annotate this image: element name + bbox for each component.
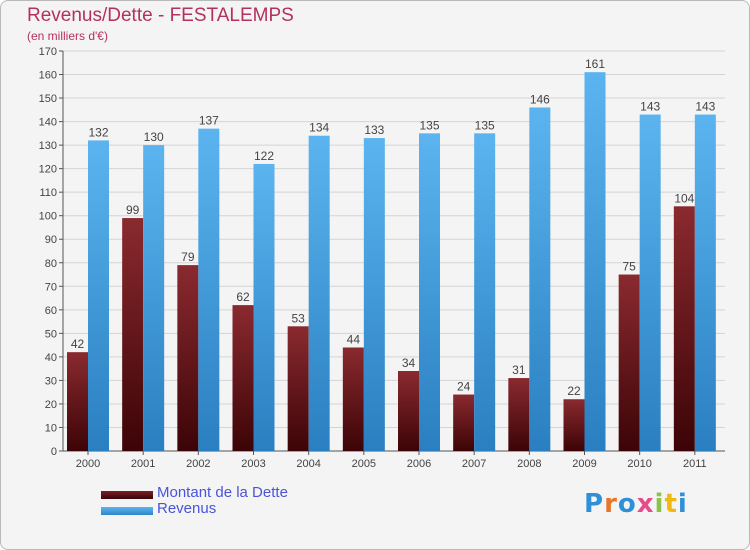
- data-label-debt: 24: [457, 380, 471, 394]
- x-tick-label: 2006: [407, 458, 431, 470]
- data-label-debt: 62: [236, 290, 250, 304]
- logo-letter: t: [664, 489, 678, 519]
- data-label-debt: 44: [347, 332, 361, 346]
- x-tick-label: 2000: [76, 458, 100, 470]
- bar-debt: [563, 399, 585, 451]
- x-tick-label: 2011: [683, 458, 707, 470]
- y-tick-label: 10: [45, 422, 57, 434]
- data-label-debt: 22: [567, 384, 581, 398]
- logo-letter: i: [677, 489, 688, 519]
- y-tick-label: 160: [39, 70, 57, 82]
- data-label-debt: 104: [674, 191, 694, 205]
- bar-revenue: [694, 114, 716, 451]
- chart-subtitle: (en milliers d'€): [27, 29, 108, 43]
- data-label-debt: 53: [291, 311, 305, 325]
- y-tick-label: 70: [45, 281, 57, 293]
- y-tick-label: 60: [45, 305, 57, 317]
- bar-revenue: [474, 133, 496, 451]
- y-tick-label: 110: [39, 187, 57, 199]
- data-label-debt: 79: [181, 250, 195, 264]
- y-tick-label: 50: [45, 328, 57, 340]
- legend-label-debt: Montant de la Dette: [157, 484, 288, 501]
- x-tick-label: 2008: [517, 458, 541, 470]
- y-tick-label: 150: [39, 93, 57, 105]
- logo-letter: P: [584, 489, 605, 519]
- y-tick-label: 130: [39, 140, 57, 152]
- bar-debt: [398, 371, 419, 451]
- bar-debt: [122, 218, 144, 451]
- bar-debt: [453, 394, 475, 451]
- y-tick-label: 140: [39, 117, 57, 129]
- data-label-debt: 34: [402, 356, 416, 370]
- logo-letter: x: [636, 489, 655, 519]
- plot-area: [63, 51, 725, 451]
- legend-swatch-revenue: [101, 507, 153, 515]
- data-label-revenue: 134: [309, 121, 329, 135]
- bar-revenue: [143, 145, 165, 451]
- bar-debt: [67, 352, 88, 451]
- legend-label-revenue: Revenus: [157, 500, 217, 517]
- bar-debt: [287, 326, 309, 451]
- x-tick-label: 2002: [186, 458, 210, 470]
- bar-revenue: [584, 72, 606, 452]
- x-tick-label: 2010: [627, 458, 651, 470]
- logo-letter: r: [604, 489, 618, 519]
- bar-debt: [618, 274, 640, 451]
- x-tick-label: 2005: [352, 458, 376, 470]
- x-tick-label: 2009: [572, 458, 596, 470]
- data-label-revenue: 146: [530, 92, 550, 106]
- logo-letter: i: [654, 489, 665, 519]
- y-tick-label: 170: [39, 46, 57, 58]
- proxiti-logo: Proxiti: [584, 489, 688, 519]
- bar-revenue: [363, 138, 385, 451]
- data-label-debt: 99: [126, 203, 140, 217]
- y-tick-label: 100: [39, 211, 57, 223]
- bar-revenue: [88, 140, 109, 452]
- chart-title: Revenus/Dette - FESTALEMPS: [27, 5, 294, 26]
- bar-debt: [673, 206, 695, 451]
- bar-revenue: [419, 133, 440, 451]
- data-label-revenue: 135: [475, 118, 495, 132]
- x-tick-label: 2004: [296, 458, 320, 470]
- y-tick-label: 0: [51, 446, 57, 458]
- y-tick-label: 90: [45, 234, 57, 246]
- y-tick-label: 30: [45, 375, 57, 387]
- y-tick-label: 80: [45, 258, 57, 270]
- data-label-revenue: 133: [364, 123, 384, 137]
- bar-revenue: [198, 128, 220, 451]
- x-tick-label: 2001: [131, 458, 155, 470]
- data-label-revenue: 143: [695, 100, 715, 114]
- data-label-revenue: 161: [585, 57, 605, 71]
- logo-letter: o: [617, 489, 637, 519]
- data-label-revenue: 122: [254, 149, 274, 163]
- data-label-revenue: 137: [199, 114, 219, 128]
- data-label-revenue: 130: [144, 130, 164, 144]
- data-label-debt: 31: [512, 363, 526, 377]
- bar-debt: [342, 347, 364, 451]
- data-label-revenue: 132: [88, 125, 108, 139]
- bar-revenue: [253, 163, 275, 452]
- data-label-revenue: 143: [640, 100, 660, 114]
- bar-revenue: [308, 135, 330, 452]
- y-tick-label: 120: [39, 164, 57, 176]
- data-label-debt: 75: [622, 260, 636, 274]
- x-tick-label: 2007: [462, 458, 486, 470]
- x-tick-label: 2003: [241, 458, 265, 470]
- bar-debt: [177, 265, 199, 451]
- bar-debt: [508, 378, 530, 451]
- bar-revenue: [529, 107, 551, 452]
- bar-revenue: [639, 114, 661, 451]
- y-tick-label: 20: [45, 399, 57, 411]
- legend-swatch-debt: [101, 491, 153, 499]
- y-tick-label: 40: [45, 352, 57, 364]
- bar-debt: [232, 305, 254, 451]
- data-label-debt: 42: [71, 337, 85, 351]
- data-label-revenue: 135: [419, 118, 439, 132]
